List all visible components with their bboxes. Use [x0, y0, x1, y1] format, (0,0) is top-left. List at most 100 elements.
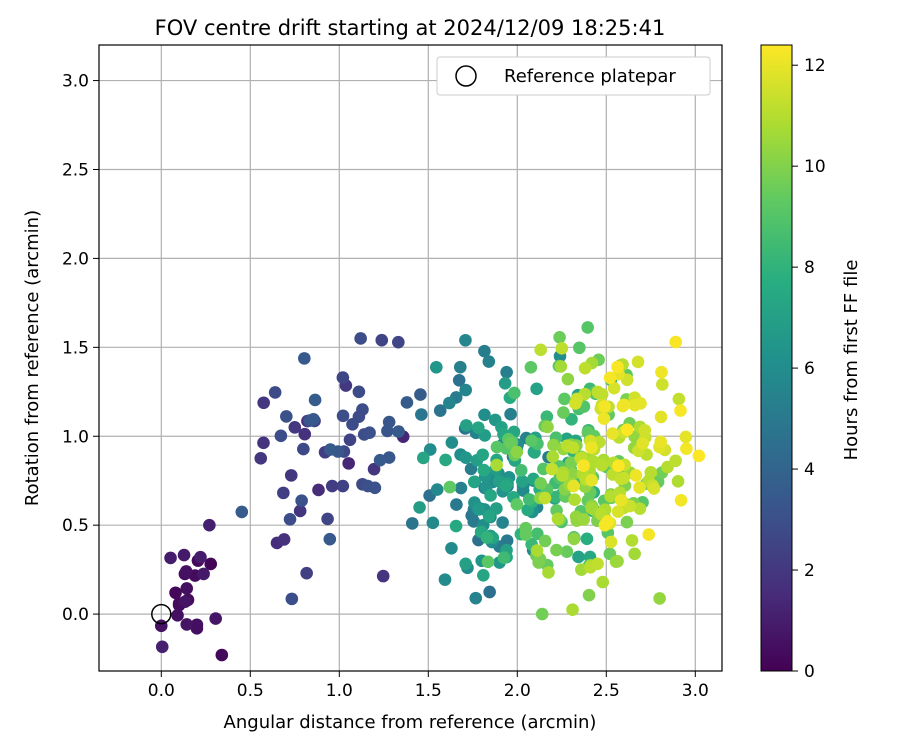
scatter-point [405, 517, 419, 530]
scatter-point [530, 544, 544, 557]
scatter-point [392, 335, 405, 349]
scatter-point [497, 551, 511, 564]
colorbar-tick-label: 10 [804, 157, 826, 177]
scatter-point [620, 423, 634, 437]
scatter-point [257, 396, 270, 410]
scatter-point [169, 586, 182, 600]
scatter-point [336, 371, 350, 384]
scatter-point [617, 471, 630, 485]
scatter-point [300, 566, 313, 580]
scatter-point [342, 457, 355, 470]
scatter-point [288, 421, 302, 434]
scatter-point [692, 449, 706, 463]
x-tick-label: 3.0 [682, 681, 709, 701]
scatter-point [550, 543, 563, 557]
scatter-point [573, 341, 586, 355]
scatter-point [555, 342, 569, 355]
scatter-point [367, 462, 381, 476]
scatter-point [633, 502, 647, 515]
scatter-point [481, 555, 495, 569]
scatter-point [655, 365, 668, 379]
scatter-point [336, 409, 350, 423]
scatter-point [321, 512, 334, 526]
scatter-point [467, 515, 481, 528]
reference-platepar-marker [151, 603, 172, 625]
scatter-point [609, 555, 623, 569]
scatter-point [519, 521, 533, 535]
scatter-point [601, 515, 615, 528]
scatter-point [297, 442, 310, 456]
scatter-point [508, 386, 521, 400]
scatter-point [179, 565, 193, 578]
scatter-point [557, 406, 570, 419]
scatter-point [585, 441, 598, 454]
scatter-point [352, 385, 366, 399]
scatter-point [558, 392, 571, 406]
y-tick-label: 0.0 [62, 605, 89, 625]
colorbar-ticks: 0 2 4 6 8 10 12 [792, 56, 826, 682]
scatter-point [556, 469, 569, 482]
scatter-point [638, 423, 652, 437]
scatter-point [636, 437, 649, 450]
legend: Reference platepar [436, 56, 711, 96]
scatter-point [553, 330, 566, 344]
y-tick-label: 1.5 [62, 338, 89, 358]
scatter-point [607, 381, 621, 395]
scatter-point [400, 396, 414, 409]
scatter-point [375, 333, 389, 347]
y-tick-label: 2.5 [62, 160, 89, 180]
scatter-point [459, 333, 472, 347]
scatter-point [449, 519, 463, 533]
scatter-point [564, 456, 578, 470]
scatter-point [614, 493, 628, 507]
scatter-point [443, 480, 457, 494]
scatter-point [504, 407, 517, 421]
scatter-point [197, 567, 210, 581]
scatter-point [596, 575, 610, 589]
scatter-point [477, 568, 490, 582]
scatter-point [433, 404, 447, 417]
scatter-point [496, 516, 509, 529]
scatter-point [476, 448, 490, 462]
scatter-point [625, 534, 639, 547]
scatter-point [368, 481, 382, 495]
scatter-point [450, 498, 463, 511]
scatter-point [204, 557, 218, 571]
y-tick-label: 2.0 [62, 249, 89, 269]
colorbar-tick-label: 4 [804, 460, 815, 480]
x-tick-label: 1.5 [415, 681, 442, 701]
scatter-point [180, 618, 194, 631]
scatter-point [177, 548, 191, 562]
scatter-point [459, 451, 473, 464]
scatter-point [469, 591, 483, 605]
colorbar-tick-label: 2 [804, 561, 815, 581]
scatter-point [669, 454, 682, 468]
scatter-point [490, 458, 503, 472]
legend-box [436, 56, 711, 96]
scatter-point [453, 360, 467, 374]
colorbar-tick-label: 12 [804, 56, 826, 76]
scatter-point [482, 510, 496, 523]
scatter-point [268, 386, 282, 399]
scatter-point [611, 360, 624, 374]
scatter-point [572, 550, 585, 564]
chart-title: FOV centre drift starting at 2024/12/09 … [155, 16, 666, 40]
scatter-point [180, 582, 194, 595]
scatter-point [581, 321, 594, 334]
scatter-point [417, 451, 430, 465]
scatter-point [566, 441, 580, 454]
legend-marker-icon [455, 65, 477, 87]
scatter-point [567, 532, 581, 546]
scatter-point [277, 486, 290, 500]
scatter-point [439, 453, 452, 467]
scatter-point [478, 408, 491, 422]
scatter-point [293, 504, 307, 518]
x-tick-label: 1.0 [326, 681, 353, 701]
scatter-point [603, 371, 617, 385]
x-tick-label: 2.0 [504, 681, 531, 701]
scatter-point [671, 475, 685, 488]
legend-entry-reference: Reference platepar [504, 66, 676, 87]
scatter-point [415, 408, 428, 421]
scatter-point [577, 513, 591, 526]
scatter-point [423, 443, 437, 456]
